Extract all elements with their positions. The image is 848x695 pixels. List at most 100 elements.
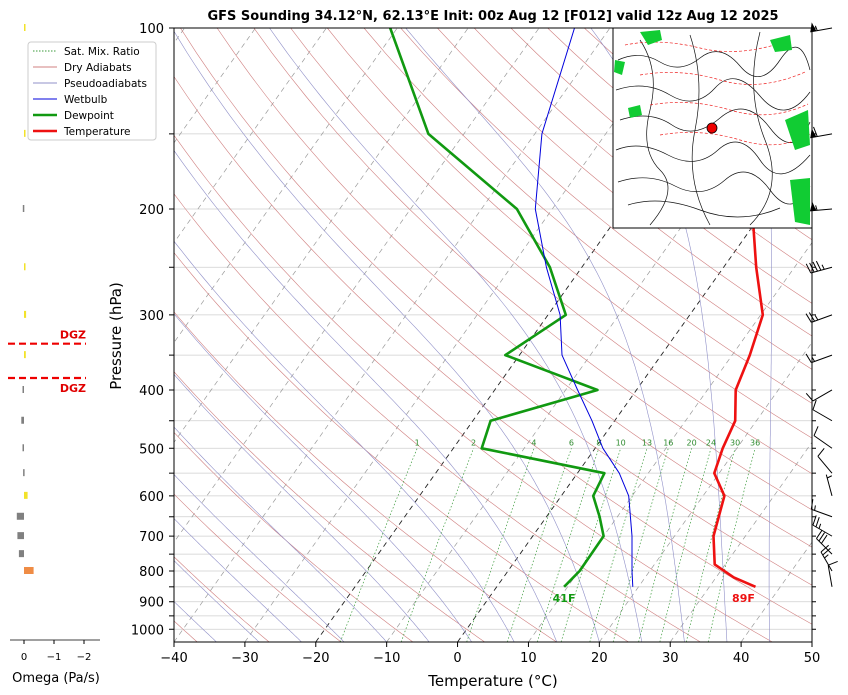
barb-flag — [815, 517, 820, 528]
surface-dewpoint-label: 41F — [553, 592, 576, 605]
barb-staff — [810, 266, 833, 274]
mixing-ratio-line — [659, 448, 712, 642]
barb-flag — [805, 263, 812, 274]
axes: 89F 41F −40 −30 −20 −10 0 10 20 30 40 50 100 200 300 40… — [131, 22, 820, 666]
omega-bar — [17, 532, 24, 540]
isotherm — [174, 28, 540, 543]
barb-flag — [820, 544, 829, 553]
dgz-markers: DGZ DGZ — [8, 329, 86, 395]
mixing-ratio-line — [536, 448, 600, 642]
barb-half-flag — [814, 25, 818, 31]
wind-barb — [827, 560, 838, 587]
barb-flag — [815, 260, 822, 271]
omega-tick-label: 0 — [21, 652, 27, 663]
barb-flag — [805, 393, 814, 402]
dry-adiabat — [216, 28, 812, 548]
omega-bar — [24, 566, 34, 574]
y-tick-label: 300 — [139, 309, 164, 324]
wetbulb-line — [534, 28, 634, 587]
pseudoadiabat — [174, 240, 515, 642]
y-tick-label: 600 — [139, 490, 164, 505]
pseudoadiabat — [174, 560, 260, 642]
omega-bar — [21, 416, 24, 424]
y-tick-label: 400 — [139, 384, 164, 399]
barb-staff — [813, 435, 833, 449]
barb-flag — [816, 529, 823, 539]
wind-barb — [805, 312, 833, 323]
y-tick-label: 900 — [139, 596, 164, 611]
barb-flag — [813, 126, 818, 137]
dry-adiabat — [290, 28, 812, 475]
dry-adiabat — [174, 76, 812, 625]
mixing-ratio-label: 6 — [569, 438, 574, 447]
wind-barb — [810, 22, 833, 33]
barb-half-flag — [811, 356, 816, 362]
pseudoadiabat — [174, 518, 302, 642]
mixing-ratio-label: 24 — [706, 438, 716, 447]
mixing-ratio-line — [612, 448, 669, 642]
surface-temperature-label: 89F — [732, 592, 755, 605]
dry-adiabat — [473, 28, 812, 304]
omega-bar — [22, 385, 24, 393]
pseudoadiabat — [174, 373, 430, 642]
dry-adiabat — [174, 493, 342, 642]
barb-pennant — [810, 201, 817, 211]
barb-flag — [812, 261, 818, 272]
wind-barb — [816, 529, 833, 555]
x-tick-label: −20 — [302, 651, 329, 666]
barb-flag — [812, 515, 817, 526]
wind-barb — [805, 389, 833, 402]
barb-staff — [811, 508, 833, 518]
wind-barb — [813, 426, 833, 449]
barb-flag — [810, 499, 814, 510]
mixing-ratio-label: 2 — [471, 438, 476, 447]
omega-panel: 0 −1 −2 — [10, 24, 100, 663]
barb-flag — [813, 426, 819, 436]
dry-adiabat — [174, 311, 557, 642]
y-axis-title: Pressure (hPa) — [107, 282, 125, 390]
omega-axis-title: Omega (Pa/s) — [12, 671, 100, 686]
barb-pennant — [810, 128, 817, 138]
wind-barb — [820, 544, 833, 572]
dry-adiabat — [174, 556, 270, 642]
barb-flag — [820, 534, 828, 544]
barb-staff — [825, 474, 833, 497]
barb-flag — [808, 312, 816, 322]
mixing-ratio-label: 10 — [616, 438, 626, 447]
omega-bar — [22, 444, 24, 452]
barb-staff — [820, 551, 833, 572]
legend-pseudoadiabats: Pseudoadiabats — [64, 78, 147, 90]
x-tick-label: −30 — [231, 651, 258, 666]
barb-half-flag — [815, 205, 818, 211]
mixing-ratio-label: 30 — [730, 438, 740, 447]
mixing-ratio-label: 1 — [415, 438, 420, 447]
dry-adiabat — [174, 193, 701, 642]
barb-staff — [811, 314, 833, 323]
barb-half-flag — [818, 523, 822, 529]
mixing-ratio-line — [339, 448, 418, 642]
barb-flag — [818, 532, 825, 542]
mixing-ratio-label: 36 — [750, 438, 760, 447]
mixing-ratio-label: 4 — [531, 438, 536, 447]
wind-barbs — [805, 22, 838, 587]
mixing-ratio-line — [507, 448, 572, 642]
barb-staff — [812, 524, 833, 537]
dry-adiabat — [253, 28, 812, 511]
omega-bar — [23, 469, 25, 477]
dgz-label: DGZ — [60, 382, 86, 395]
legend-dry-adiabats: Dry Adiabats — [64, 62, 132, 74]
barb-flag — [805, 313, 812, 323]
mixing-ratio-line — [685, 448, 736, 642]
dry-adiabat — [327, 28, 812, 439]
x-tick-label: 10 — [520, 651, 537, 666]
wind-barb — [825, 474, 833, 497]
wind-barb — [810, 201, 833, 212]
omega-bar — [24, 129, 26, 137]
mixing-ratio-line — [638, 448, 692, 642]
y-tick-label: 700 — [139, 530, 164, 545]
dry-adiabat — [174, 371, 485, 642]
omega-bar — [22, 204, 25, 212]
barb-half-flag — [826, 475, 833, 479]
dry-adiabat — [180, 28, 812, 586]
